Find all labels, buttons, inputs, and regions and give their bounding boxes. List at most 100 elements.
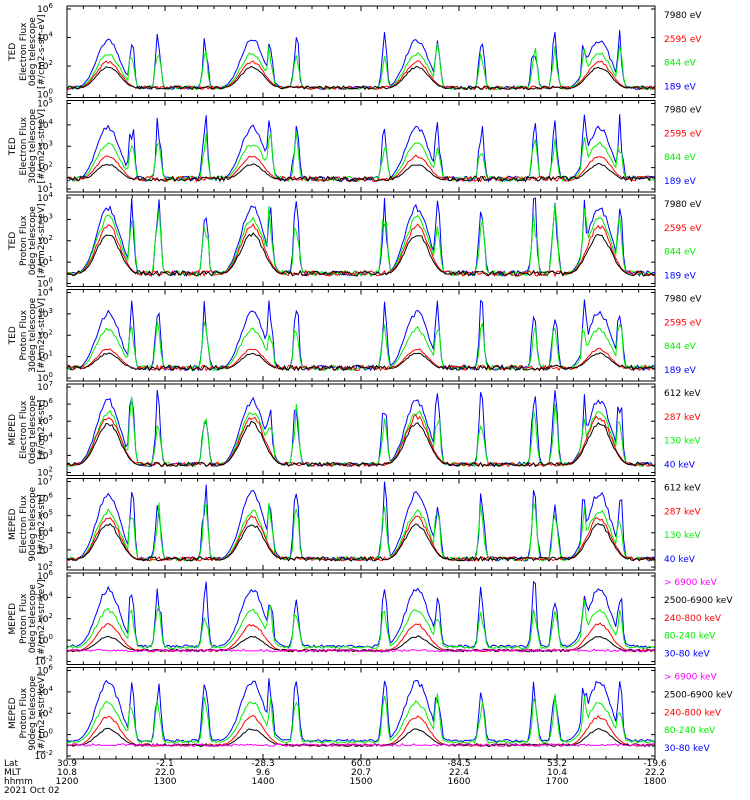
footer-value: 30.9: [57, 759, 77, 769]
ytick-label: 10-2: [35, 655, 53, 668]
panel-frame: [66, 289, 656, 382]
ytick-label: 107: [37, 475, 53, 488]
footer-value: -19.6: [643, 759, 667, 769]
ylabel-units: [#/cm2-s-str-keV]: [37, 579, 47, 658]
series-line: [66, 678, 656, 743]
footer-value: 1400: [252, 777, 275, 787]
ylabel-quantity: Electron Flux: [19, 116, 29, 175]
ylabel-telescope: 0deg telescope: [28, 206, 38, 276]
series-line: [66, 347, 656, 372]
ytick-label: 103: [37, 139, 53, 152]
series-line: [66, 232, 656, 278]
panel-5: MEPED Electron Flux 0deg telescope [#/cm2-s…: [8, 380, 701, 479]
panel-2: TED Electron Flux 30deg telescope [#/cm2-s-…: [8, 97, 702, 196]
footer-value: 9.6: [256, 768, 271, 778]
ylabel-telescope: 90deg telescope: [28, 675, 38, 750]
ylabel-units: [#/cm2-s-str-eV]: [37, 203, 47, 278]
ytick-label: 105: [37, 414, 53, 427]
footer-row-label: Lat: [4, 759, 19, 769]
ylabel-quantity: Proton Flux: [19, 309, 29, 360]
ylabel-units: [#/cm2-s-str-eV]: [37, 109, 47, 184]
ytick-label: 104: [37, 191, 53, 204]
ytick-label: 100: [37, 633, 53, 646]
footer-value: 10.8: [57, 768, 77, 778]
ylabel-quantity: Proton Flux: [19, 215, 29, 266]
ytick-label: 101: [37, 255, 53, 268]
series-line: [66, 320, 656, 372]
series-line: [66, 693, 656, 744]
ylabel-quantity: Electron Flux: [19, 400, 29, 459]
ytick-label: 106: [37, 569, 53, 582]
legend-entry: 2595 eV: [664, 129, 702, 139]
series-line: [66, 352, 656, 372]
series-line: [66, 390, 656, 468]
legend-entry: 2500-6900 keV: [664, 596, 733, 606]
legend-entry: 612 keV: [664, 484, 701, 494]
ytick-label: 101: [37, 350, 53, 363]
panel-ylabel: MEPED Electron Flux 90deg telescope [#/cm2-…: [8, 486, 47, 561]
ytick-label: 104: [37, 526, 53, 539]
footer-row-label: 2021 Oct 02: [4, 786, 60, 796]
legend-entry: 844 eV: [664, 248, 697, 258]
series-line: [66, 299, 656, 372]
legend-entry: 7980 eV: [664, 11, 702, 21]
panel-frame: [66, 5, 656, 98]
ylabel-instrument: MEPED: [8, 414, 18, 446]
ytick-label: 102: [37, 234, 53, 247]
ytick-label: 104: [37, 685, 53, 698]
ytick-label: 101: [37, 182, 53, 195]
ytick-label: 106: [37, 397, 53, 410]
ylabel-instrument: TED: [8, 232, 18, 251]
ytick-label: 104: [37, 118, 53, 131]
legend-entry: 844 eV: [664, 342, 697, 352]
legend-entry: 189 eV: [664, 272, 697, 282]
ytick-label: 103: [37, 307, 53, 320]
legend-entry: 30-80 keV: [664, 744, 710, 754]
panel-3: TED Proton Flux 0deg telescope [#/cm2-s-str…: [8, 191, 702, 290]
legend-entry: 287 keV: [664, 413, 701, 423]
ytick-label: 100: [37, 728, 53, 741]
series-line: [66, 43, 656, 91]
panel-ylabel: TED Proton Flux 0deg telescope [#/cm2-s-str…: [8, 203, 47, 278]
footer-value: 1800: [644, 777, 667, 787]
panel-frame: [66, 383, 656, 476]
footer-value: 60.0: [351, 759, 371, 769]
ytick-label: 10-2: [35, 749, 53, 762]
panel-7: MEPED Proton Flux 0deg telescope [#/cm2-s-s…: [8, 569, 733, 668]
series-line: [66, 522, 656, 562]
ylabel-instrument: MEPED: [8, 697, 18, 729]
footer-row-label: hhmm: [4, 777, 33, 787]
legend-entry: 2500-6900 keV: [664, 690, 733, 700]
series-line: [66, 162, 656, 183]
footer-value: 20.7: [351, 768, 371, 778]
legend-entry: 2595 eV: [664, 224, 702, 234]
panel-ylabel: TED Electron Flux 0deg telescope [#/cm2-s-s…: [8, 14, 47, 89]
footer-value: 1600: [448, 777, 471, 787]
panel-frame: [66, 194, 656, 287]
series-line: [66, 114, 656, 183]
ylabel-telescope: 0deg telescope: [28, 17, 38, 87]
legend-entry: 240-800 keV: [664, 708, 722, 718]
footer-value: -84.5: [447, 759, 470, 769]
ytick-label: 102: [37, 466, 53, 479]
footer-value: 1300: [154, 777, 177, 787]
series-line: [66, 65, 656, 91]
legend-entry: 189 eV: [664, 177, 697, 187]
ylabel-units: [#/cm2-s-str-eV]: [37, 298, 47, 373]
ylabel-units: [#/cm2-s-str-eV]: [37, 14, 47, 89]
legend-entry: 189 eV: [664, 83, 697, 93]
ylabel-quantity: Electron Flux: [19, 22, 29, 81]
series-line: [66, 154, 656, 183]
legend-entry: 2595 eV: [664, 35, 702, 45]
legend-entry: 40 keV: [664, 555, 696, 565]
legend-entry: 7980 eV: [664, 106, 702, 116]
footer-value: 22.2: [645, 768, 665, 778]
series-line: [66, 648, 656, 653]
ytick-label: 106: [37, 2, 53, 15]
series-line: [66, 580, 656, 649]
ytick-label: 104: [37, 431, 53, 444]
legend-entry: 130 keV: [664, 437, 701, 447]
ytick-label: 105: [37, 509, 53, 522]
legend-entry: 612 keV: [664, 389, 701, 399]
ylabel-telescope: 30deg telescope: [28, 297, 38, 372]
